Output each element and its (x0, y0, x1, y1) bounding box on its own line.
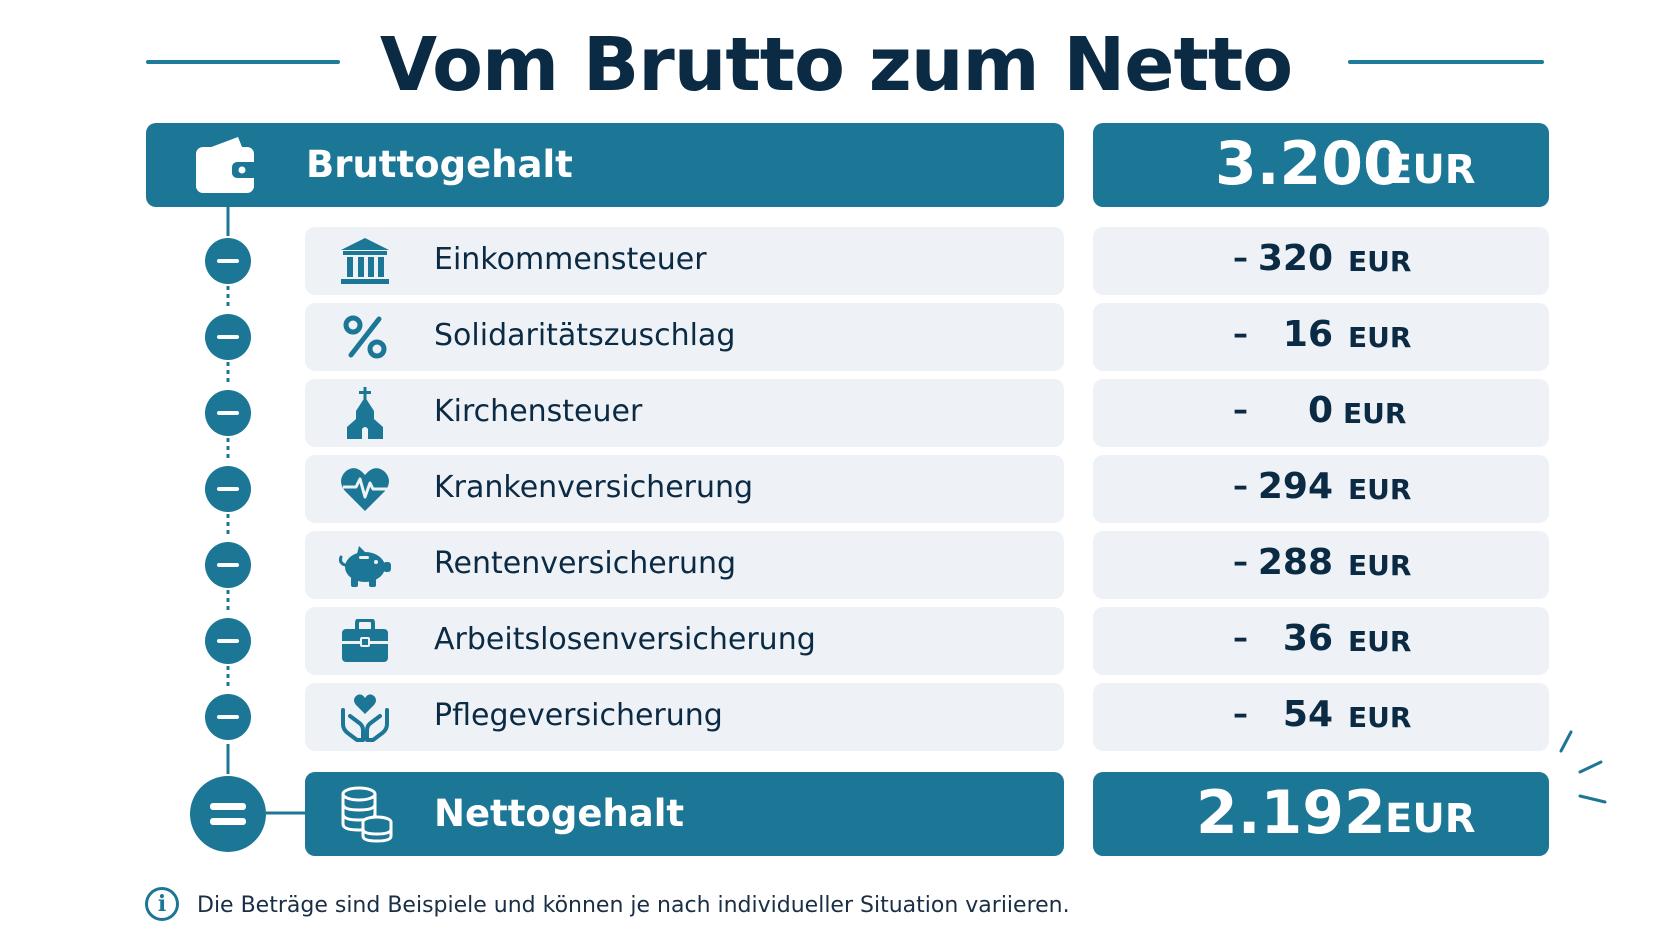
minus-node (205, 542, 251, 588)
net-amount-box: 2.192 EUR (1093, 772, 1549, 856)
wallet-icon (196, 137, 258, 193)
equals-node (190, 776, 266, 852)
deduction-unit: EUR (1348, 549, 1412, 582)
deduction-amount: 320 (1257, 238, 1333, 279)
deduction-amount: 54 (1282, 694, 1333, 735)
footnote: Die Beträge sind Beispiele und können je… (197, 893, 1070, 918)
minus-sign: – (1233, 469, 1248, 504)
minus-node (205, 238, 251, 284)
deduction-unit: EUR (1348, 625, 1412, 658)
minus-node (205, 390, 251, 436)
deduction-row: Einkommensteuer (305, 227, 1064, 295)
deduction-amount-box: – 36 EUR (1093, 607, 1549, 675)
minus-sign: – (1233, 317, 1248, 352)
care-hands-icon (341, 694, 389, 742)
deduction-amount-box: – 294 EUR (1093, 455, 1549, 523)
minus-node (205, 694, 251, 740)
coins-icon (341, 786, 393, 843)
gross-label: Bruttogehalt (306, 143, 573, 186)
deduction-row: Kirchensteuer (305, 379, 1064, 447)
deduction-label: Pflegeversicherung (434, 698, 723, 733)
deduction-amount-box: – 320 EUR (1093, 227, 1549, 295)
deduction-row: Rentenversicherung (305, 531, 1064, 599)
net-unit: EUR (1385, 796, 1476, 842)
minus-sign: – (1233, 621, 1248, 656)
deduction-amount: 0 (1307, 390, 1333, 431)
deduction-unit: EUR (1343, 397, 1407, 430)
minus-node (205, 618, 251, 664)
deduction-amount-box: – 16 EUR (1093, 303, 1549, 371)
bank-icon (341, 238, 389, 284)
gross-amount-box: 3.200 EUR (1093, 123, 1549, 207)
deduction-unit: EUR (1348, 701, 1412, 734)
deduction-amount: 294 (1257, 466, 1333, 507)
deduction-amount: 288 (1257, 542, 1333, 583)
gross-amount: 3.200 (1215, 129, 1405, 199)
deduction-label: Arbeitslosenversicherung (434, 622, 816, 657)
net-amount: 2.192 (1196, 778, 1386, 848)
deduction-unit: EUR (1348, 321, 1412, 354)
briefcase-icon (342, 619, 388, 662)
deduction-row: Arbeitslosenversicherung (305, 607, 1064, 675)
title-area: Vom Brutto zum Netto (0, 14, 1672, 114)
deduction-label: Solidaritätszuschlag (434, 318, 736, 353)
deduction-unit: EUR (1348, 245, 1412, 278)
deduction-amount: 16 (1282, 314, 1333, 355)
deduction-row: Solidaritätszuschlag (305, 303, 1064, 371)
piggy-bank-icon (339, 546, 391, 587)
minus-sign: – (1233, 393, 1248, 428)
deduction-amount-box: – 54 EUR (1093, 683, 1549, 751)
gross-row: Bruttogehalt (146, 123, 1064, 207)
deduction-label: Rentenversicherung (434, 546, 737, 581)
deduction-row: Krankenversicherung (305, 455, 1064, 523)
deduction-amount-box: – 288 EUR (1093, 531, 1549, 599)
minus-sign: – (1233, 241, 1248, 276)
heart-pulse-icon (341, 468, 389, 511)
deduction-unit: EUR (1348, 473, 1412, 506)
minus-node (205, 314, 251, 360)
info-icon: i (145, 887, 179, 921)
title-rule-left (146, 60, 340, 64)
church-icon (347, 387, 383, 439)
net-row: Nettogehalt (305, 772, 1064, 856)
minus-node (205, 466, 251, 512)
gross-unit: EUR (1385, 147, 1476, 193)
page-title: Vom Brutto zum Netto (379, 22, 1293, 108)
deduction-row: Pflegeversicherung (305, 683, 1064, 751)
deduction-label: Krankenversicherung (434, 470, 754, 505)
deduction-amount: 36 (1282, 618, 1333, 659)
minus-sign: – (1233, 697, 1248, 732)
minus-sign: – (1233, 545, 1248, 580)
deduction-label: Kirchensteuer (434, 394, 643, 429)
percent-icon (343, 315, 387, 359)
net-label: Nettogehalt (434, 792, 685, 835)
deduction-label: Einkommensteuer (434, 242, 707, 277)
deduction-amount-box: – 0 EUR (1093, 379, 1549, 447)
title-rule-right (1348, 60, 1544, 64)
